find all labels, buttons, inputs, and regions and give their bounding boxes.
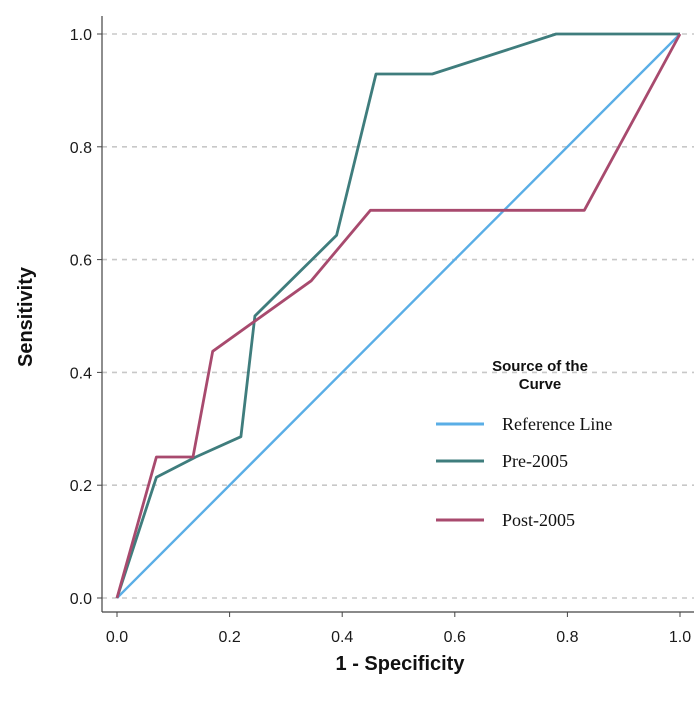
- y-tick-label: 0.2: [70, 478, 92, 495]
- legend-entries: Reference Line Pre-2005 Post-2005: [436, 414, 612, 530]
- y-tick-label: 0.4: [70, 365, 92, 382]
- y-tick-label: 1.0: [70, 27, 92, 44]
- x-tick-label: 0.8: [556, 629, 578, 646]
- legend: Source of the Curve Reference Line Pre-20…: [436, 358, 612, 530]
- x-tick-label: 1.0: [669, 629, 691, 646]
- y-tick-label: 0.0: [70, 591, 92, 608]
- series-line-reference-line: [116, 33, 681, 599]
- axes: [101, 16, 694, 613]
- series-lines: [115, 32, 682, 599]
- y-tick-label: 0.6: [70, 253, 92, 270]
- legend-label-reference-line: Reference Line: [502, 414, 612, 434]
- tick-labels: 0.0 0.2 0.4 0.6 0.8 1.0 0.0 0.2 0.4 0.6 0.8 1.0: [70, 27, 691, 646]
- series-line-post-2005: [115, 33, 682, 599]
- legend-title-line2: Curve: [519, 376, 562, 393]
- legend-label-pre-2005: Pre-2005: [502, 451, 568, 471]
- x-axis-title: 1 - Specificity: [336, 653, 466, 675]
- y-axis-title: Sensitivity: [15, 266, 37, 367]
- legend-title-line1: Source of the: [492, 358, 588, 375]
- y-tick-label: 0.8: [70, 140, 92, 157]
- legend-label-post-2005: Post-2005: [502, 510, 575, 530]
- series-line-pre-2005: [115, 32, 680, 599]
- x-tick-label: 0.4: [331, 629, 353, 646]
- x-tick-label: 0.2: [218, 629, 240, 646]
- x-tick-label: 0.0: [106, 629, 128, 646]
- x-tick-label: 0.6: [444, 629, 466, 646]
